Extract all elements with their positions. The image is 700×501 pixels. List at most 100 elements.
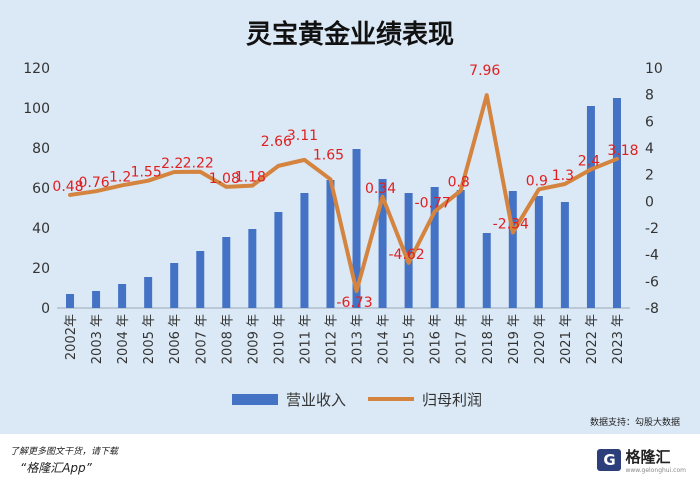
legend-line-swatch [368, 397, 415, 401]
x-tick-label: 2019 年 [507, 314, 522, 364]
x-tick-label: 2015 年 [403, 314, 418, 364]
line-data-label: 0.34 [365, 181, 396, 197]
x-tick-label: 2023 年 [611, 314, 626, 364]
line-data-label: 1.08 [209, 171, 240, 187]
footer: 了解更多图文干货，请下载 “格隆汇App” G 格隆汇 www.gelonghu… [0, 434, 700, 501]
line-data-label: 0.9 [526, 173, 548, 189]
y-right-tick-label: 8 [645, 88, 654, 104]
x-tick-label: 2012 年 [324, 314, 339, 364]
bar-2023年 [612, 98, 621, 308]
bar-2006年 [170, 263, 179, 308]
line-data-label: -0.77 [415, 196, 451, 212]
y-left-tick-label: 80 [32, 141, 50, 157]
footer-note: 了解更多图文干货，请下载 [10, 447, 119, 457]
gelonghui-logo: G 格隆汇 www.gelonghui.com [597, 446, 686, 474]
line-data-label: 2.66 [261, 134, 292, 150]
bar-2014年 [378, 179, 387, 308]
y-left-tick-label: 100 [23, 101, 50, 117]
legend-bar-swatch [232, 393, 278, 405]
line-data-label: 2.2 [161, 156, 183, 172]
bar-2017年 [456, 190, 465, 308]
y-right-tick-label: 10 [645, 61, 663, 77]
y-right-tick-label: -4 [645, 248, 659, 264]
line-data-label: 2.4 [578, 153, 600, 169]
bar-2010年 [274, 212, 283, 308]
logo-url: www.gelonghui.com [625, 467, 686, 474]
x-tick-label: 2003 年 [90, 314, 105, 364]
y-left-tick-label: 120 [23, 61, 50, 77]
x-tick-label: 2009 年 [246, 314, 261, 364]
bar-2012年 [326, 180, 335, 308]
y-left-tick-label: 60 [32, 181, 50, 197]
bar-2019年 [508, 191, 517, 308]
line-data-label: 7.96 [469, 63, 500, 79]
y-left-tick-label: 40 [32, 221, 50, 237]
x-tick-label: 2014 年 [377, 314, 392, 364]
logo-mark-icon: G [597, 449, 622, 471]
line-data-label: 0.48 [52, 179, 83, 195]
combo-chart: 0 20 40 60 80 100 120 -8 -6 -4 -2 0 2 4 6 8 10 2002年 2003 … [23, 61, 663, 364]
x-tick-label: 2007 年 [194, 314, 209, 364]
legend-bar-label: 营业收入 [286, 390, 347, 409]
y-left-tick-label: 0 [41, 301, 50, 317]
line-data-label: 1.3 [552, 168, 574, 184]
bar-2005年 [144, 277, 153, 308]
x-tick-label: 2005 年 [142, 314, 157, 364]
line-data-label: 3.18 [607, 143, 638, 159]
bar-2015年 [404, 193, 413, 308]
line-data-label: 2.22 [183, 156, 214, 172]
bar-2002年 [66, 294, 75, 308]
x-tick-label: 2022 年 [585, 314, 600, 364]
x-tick-label: 2016 年 [429, 314, 444, 364]
bar-2011年 [300, 193, 309, 308]
y-right-tick-label: 0 [645, 194, 654, 210]
bar-2013年 [352, 149, 361, 308]
line-data-label: 1.2 [109, 169, 131, 185]
logo-name: 格隆汇 [625, 448, 671, 466]
bar-2020年 [534, 196, 543, 308]
x-tick-label: 2017 年 [455, 314, 470, 364]
bar-2021年 [560, 202, 569, 308]
line-data-label: 1.55 [131, 165, 162, 181]
y-right-tick-label: -2 [645, 221, 659, 237]
x-tick-label: 2021 年 [559, 314, 574, 364]
footer-app-name: “格隆汇App” [20, 461, 92, 475]
x-tick-label: 2006 年 [168, 314, 183, 364]
x-tick-label: 2008 年 [220, 314, 235, 364]
x-tick-label: 2011 年 [298, 314, 313, 364]
chart-title: 灵宝黄金业绩表现 [245, 20, 454, 50]
y-right-tick-label: 4 [645, 141, 654, 157]
bar-2016年 [430, 187, 439, 308]
x-tick-label: 2020 年 [533, 314, 548, 364]
x-tick-label: 2002年 [64, 314, 79, 360]
bar-2008年 [222, 237, 231, 308]
line-data-label: 1.18 [235, 170, 266, 186]
line-data-label: 0.8 [448, 175, 470, 191]
x-tick-label: 2004 年 [116, 314, 131, 364]
y-right-tick-label: -6 [645, 274, 659, 290]
bar-2004年 [118, 284, 127, 308]
bar-2018年 [482, 233, 491, 308]
x-tick-label: 2018 年 [481, 314, 496, 364]
bar-2003年 [92, 291, 101, 308]
profit-line [68, 93, 619, 294]
x-tick-label: 2010 年 [272, 314, 287, 364]
y-left-tick-label: 20 [32, 261, 50, 277]
chart-panel [0, 0, 700, 434]
line-data-label: -6.73 [336, 295, 372, 311]
x-tick-label: 2013 年 [351, 314, 366, 364]
legend-line-label: 归母利润 [422, 390, 483, 409]
bar-2007年 [196, 251, 205, 308]
y-right-tick-label: 2 [645, 168, 654, 184]
line-data-label: 1.65 [313, 147, 344, 163]
line-data-label: 3.11 [287, 128, 318, 144]
bar-2022年 [586, 106, 595, 308]
data-source: 数据支持：勾股大数据 [589, 418, 680, 428]
line-data-label: 0.76 [78, 175, 109, 191]
legend: 营业收入 归母利润 [232, 389, 482, 409]
y-right-tick-label: -8 [645, 301, 659, 317]
line-data-label: -2.34 [493, 217, 529, 233]
y-right-tick-label: 6 [645, 114, 654, 130]
bar-2009年 [248, 229, 257, 308]
line-data-label: -4.62 [388, 247, 424, 263]
